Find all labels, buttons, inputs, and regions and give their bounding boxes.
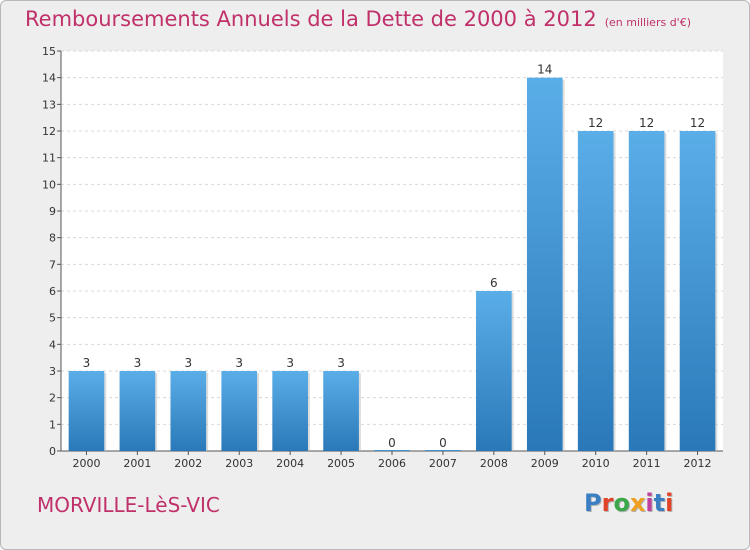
logo-letter: x: [629, 489, 646, 517]
x-tick-label: 2001: [123, 457, 151, 470]
data-label: 3: [337, 356, 345, 370]
bar: [221, 371, 258, 451]
place-name: MORVILLE-LèS-VIC: [37, 493, 220, 517]
bar: [374, 450, 410, 451]
y-tick-label: 12: [42, 125, 56, 138]
chart-title: Remboursements Annuels de la Dette de 20…: [25, 7, 691, 31]
data-label: 3: [134, 356, 142, 370]
data-label: 0: [439, 436, 447, 450]
y-tick-label: 14: [42, 72, 56, 85]
data-label: 12: [690, 116, 705, 130]
logo-letter: i: [665, 489, 674, 517]
data-label: 14: [537, 63, 552, 77]
x-tick-label: 2011: [633, 457, 661, 470]
data-label: 12: [639, 116, 654, 130]
bar: [628, 131, 665, 451]
x-tick-label: 2005: [327, 457, 355, 470]
proxiti-logo[interactable]: Proxiti: [584, 489, 673, 517]
logo-letter: o: [613, 489, 630, 517]
x-tick-label: 2003: [225, 457, 253, 470]
data-label: 3: [184, 356, 192, 370]
y-tick-label: 1: [49, 418, 56, 431]
y-tick-label: 13: [42, 98, 56, 111]
logo-letter: P: [584, 489, 602, 517]
data-label: 3: [235, 356, 243, 370]
y-tick-label: 2: [49, 392, 56, 405]
y-tick-label: 0: [49, 445, 56, 458]
y-tick-label: 7: [49, 258, 56, 271]
logo-letter: t: [653, 489, 666, 517]
x-tick-label: 2004: [276, 457, 304, 470]
x-tick-label: 2002: [174, 457, 202, 470]
bar: [119, 371, 156, 451]
y-tick-label: 6: [49, 285, 56, 298]
chart-subtitle: (en milliers d'€): [604, 16, 691, 29]
x-tick-label: 2007: [429, 457, 457, 470]
x-tick-label: 2000: [72, 457, 100, 470]
bar: [323, 371, 359, 451]
y-tick-label: 4: [49, 338, 56, 351]
x-tick-label: 2010: [582, 457, 610, 470]
chart-title-text: Remboursements Annuels de la Dette de 20…: [25, 7, 597, 31]
data-label: 3: [83, 356, 91, 370]
y-tick-label: 8: [49, 232, 56, 245]
bar: [476, 291, 512, 451]
y-tick-label: 3: [49, 365, 56, 378]
x-tick-label: 2008: [480, 457, 508, 470]
logo-letter: r: [601, 489, 614, 517]
y-tick-label: 5: [49, 312, 56, 325]
y-tick-label: 11: [42, 152, 56, 165]
bar: [68, 371, 105, 451]
data-label: 3: [286, 356, 294, 370]
data-label: 0: [388, 436, 396, 450]
bar: [170, 371, 207, 451]
logo-letter: i: [645, 489, 654, 517]
x-tick-label: 2009: [531, 457, 559, 470]
y-tick-label: 10: [42, 178, 56, 191]
data-label: 6: [490, 276, 498, 290]
y-tick-label: 9: [49, 205, 56, 218]
x-tick-label: 2012: [684, 457, 712, 470]
bar: [272, 371, 308, 451]
x-tick-label: 2006: [378, 457, 406, 470]
y-tick-label: 15: [42, 45, 56, 58]
bar: [425, 450, 461, 451]
data-label: 12: [588, 116, 603, 130]
bar: [577, 131, 614, 451]
plot-area: [61, 51, 723, 451]
bar: [526, 77, 563, 452]
bar: [679, 131, 716, 451]
